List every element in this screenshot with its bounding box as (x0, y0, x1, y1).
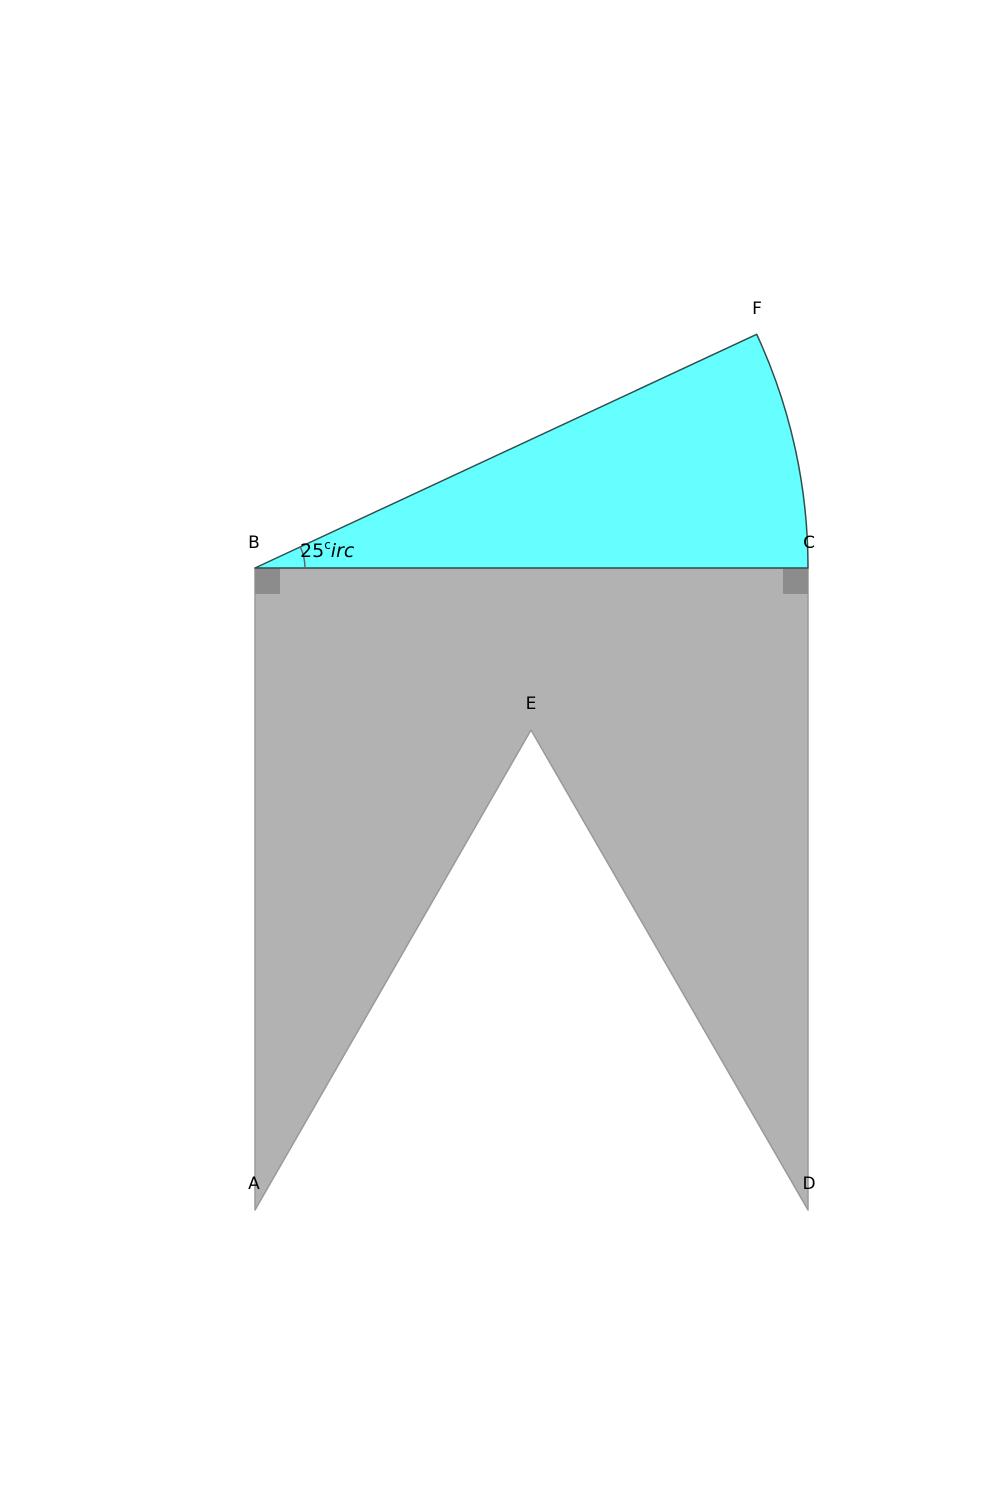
point-label-e: E (526, 694, 537, 714)
point-label-b: B (248, 533, 260, 553)
point-label-d: D (802, 1174, 815, 1194)
angle-label-b: 25circ (300, 538, 355, 562)
angle-suffix: irc (331, 540, 355, 562)
angle-sup: c (324, 538, 331, 552)
shape-abcde (254, 567, 809, 1211)
point-label-f: F (752, 299, 762, 319)
angle-arc-b (299, 546, 306, 569)
point-label-a: A (248, 1174, 260, 1194)
right-angle-marker-c (783, 568, 808, 594)
point-label-c: C (803, 533, 815, 553)
right-angle-marker-b (255, 568, 280, 594)
angle-value: 25 (300, 540, 324, 562)
sector-bcf (254, 333, 809, 569)
